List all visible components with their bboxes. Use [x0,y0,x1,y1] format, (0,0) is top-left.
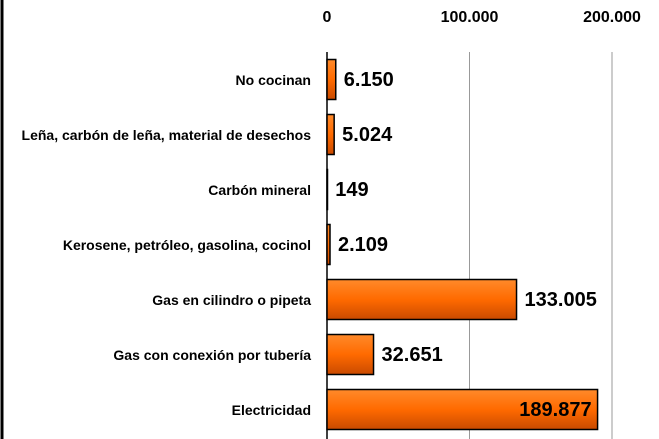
bar [326,168,329,211]
category-text: Electricidad [231,401,311,418]
bar [326,333,375,376]
x-tick-label: 0 [323,9,332,26]
data-label: 2.109 [338,234,388,256]
bar [326,388,599,431]
x-tick-label: 200.000 [583,9,641,26]
category-text: Carbón mineral [208,181,311,198]
category-label: No cocinan [11,52,311,107]
category-text: Gas con conexión por tubería [113,346,311,363]
category-label: Kerosene, petróleo, gasolina, cocinol [11,217,311,272]
data-label: 5.024 [342,124,393,146]
x-tick-label: 100.000 [441,9,499,26]
bar [326,223,331,266]
category-text: No cocinan [235,71,311,88]
bar [326,58,337,101]
category-text: Kerosene, petróleo, gasolina, cocinol [62,236,311,253]
data-label: 149 [335,179,368,201]
data-label: 133.005 [525,289,597,311]
data-label: 32.651 [382,344,443,366]
bar [326,278,518,321]
category-label: Electricidad [11,382,311,437]
category-text: Leña, carbón de leña, material de desech… [21,126,311,143]
category-text: Gas en cilindro o pipeta [152,291,311,308]
category-label: Carbón mineral [11,162,311,217]
category-label: Leña, carbón de leña, material de desech… [11,107,311,162]
data-label: 6.150 [344,69,394,91]
category-label: Gas en cilindro o pipeta [11,272,311,327]
bar [326,113,335,156]
data-label: 189.877 [519,399,591,421]
category-label: Gas con conexión por tubería [11,327,311,382]
